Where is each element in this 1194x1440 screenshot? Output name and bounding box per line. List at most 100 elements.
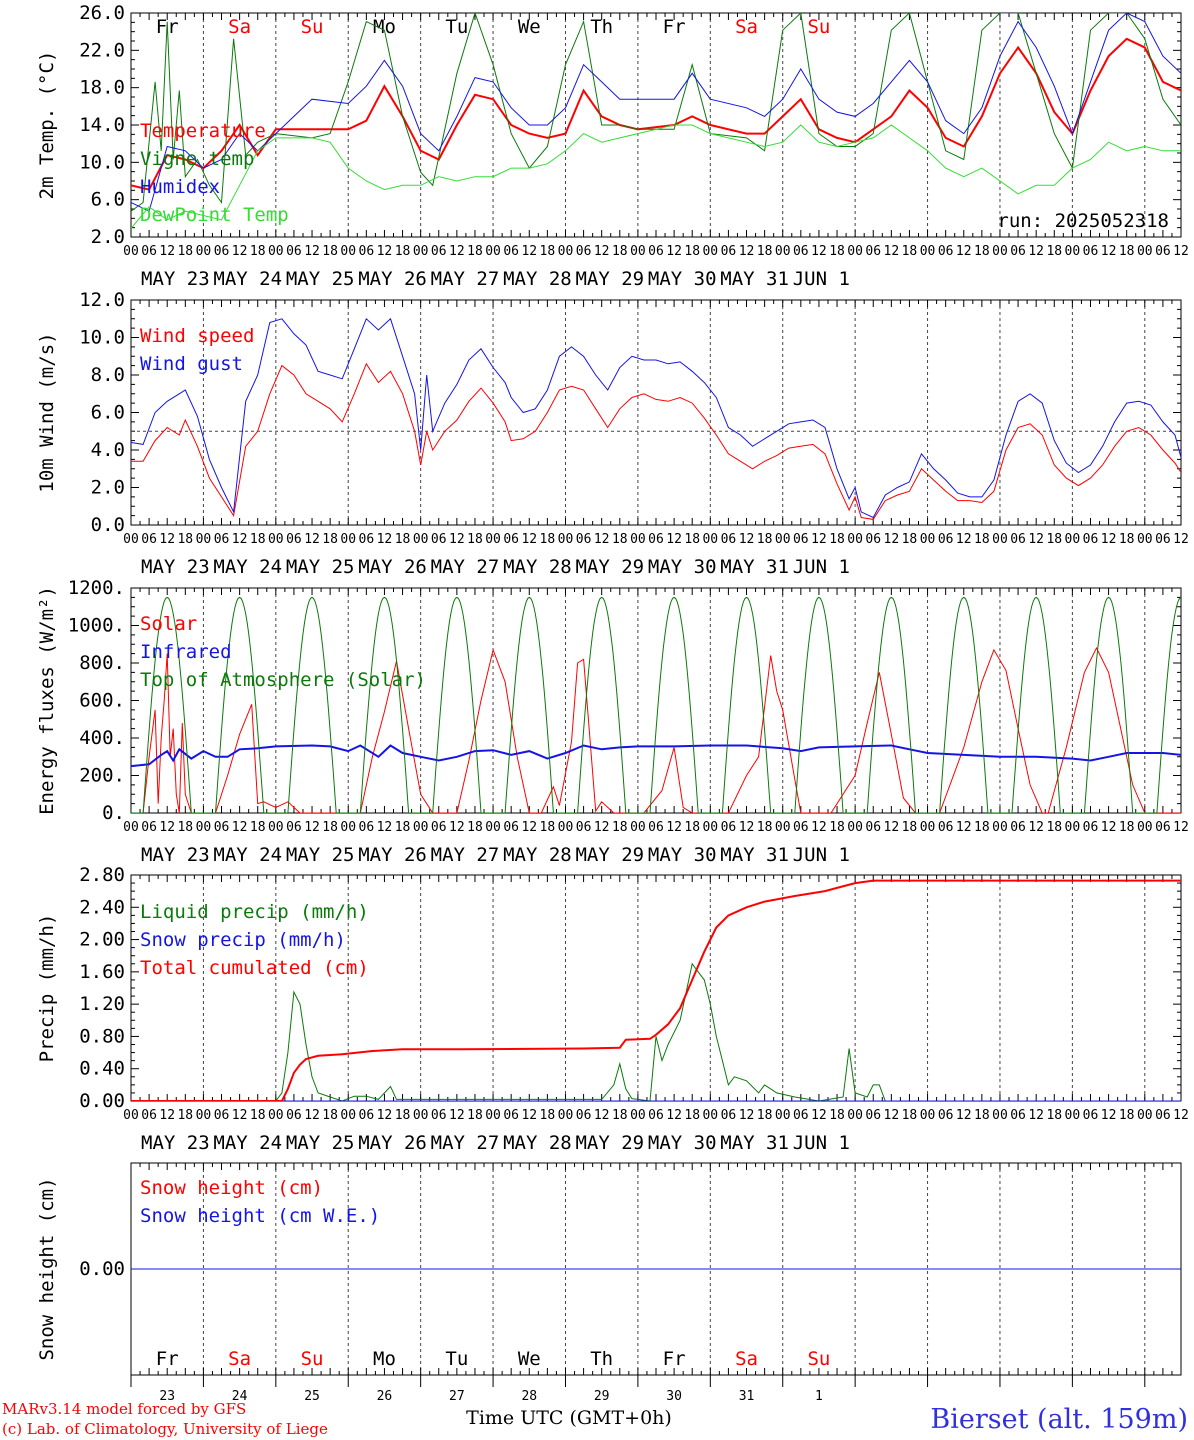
hour-label: 06	[793, 1108, 809, 1123]
hour-label: 18	[322, 820, 338, 835]
hour-label: 18	[1119, 1108, 1135, 1123]
run-annotation: run: 2025052318	[997, 210, 1169, 232]
hour-label: 12	[377, 820, 393, 835]
hour-label: 18	[684, 532, 700, 547]
y-tick-label: 200.	[79, 765, 125, 787]
hour-label: 00	[268, 1108, 284, 1123]
date-label: MAY 29	[575, 556, 644, 578]
hour-label: 12	[884, 532, 900, 547]
hour-label: 06	[214, 532, 230, 547]
hour-label: 18	[395, 1108, 411, 1123]
hour-label: 18	[974, 532, 990, 547]
hour-label: 06	[1010, 1108, 1026, 1123]
hour-label: 18	[250, 1108, 266, 1123]
y-tick-label: 0.0	[91, 514, 125, 536]
hour-label: 00	[413, 244, 429, 259]
date-label: MAY 23	[141, 844, 210, 866]
plot-frame	[130, 299, 1182, 526]
hour-label: 00	[196, 532, 212, 547]
hour-label: 18	[540, 820, 556, 835]
hour-label: 12	[521, 1108, 537, 1123]
hour-label: 00	[485, 532, 501, 547]
hour-label: 12	[159, 532, 175, 547]
legend-entry: Liquid precip (mm/h)	[140, 901, 369, 923]
hour-label: 18	[829, 532, 845, 547]
day-name: Sa	[228, 16, 251, 38]
hour-label: 12	[521, 820, 537, 835]
hour-label: 06	[286, 1108, 302, 1123]
model-credit: MARv3.14 model forced by GFS	[2, 1400, 246, 1418]
hour-label: 18	[902, 244, 918, 259]
legend-entry: Wind gust	[140, 353, 243, 375]
hour-label: 12	[1101, 1108, 1117, 1123]
hour-label: 00	[920, 1108, 936, 1123]
hour-label: 06	[576, 244, 592, 259]
series-liquid-precip-mm-h-	[131, 962, 1181, 1101]
hour-label: 06	[214, 244, 230, 259]
hour-label: 18	[395, 820, 411, 835]
hour-label: 12	[956, 244, 972, 259]
hour-label: 00	[340, 1108, 356, 1123]
series-total-cumulated-cm-	[131, 879, 1181, 1101]
day-number: 28	[521, 1389, 537, 1404]
hour-label: 12	[739, 532, 755, 547]
day-number: 29	[594, 1389, 610, 1404]
hour-label: 18	[757, 1108, 773, 1123]
hour-label: 12	[521, 244, 537, 259]
hour-label: 00	[558, 532, 574, 547]
date-label: MAY 31	[720, 844, 789, 866]
day-name: Fr	[663, 1348, 686, 1370]
hour-label: 06	[1083, 244, 1099, 259]
hour-label: 12	[811, 1108, 827, 1123]
hour-label: 12	[449, 820, 465, 835]
hour-label: 12	[1028, 1108, 1044, 1123]
day-name: Sa	[735, 1348, 758, 1370]
hour-label: 12	[1173, 1108, 1189, 1123]
date-label: MAY 24	[213, 844, 282, 866]
hour-label: 06	[359, 244, 375, 259]
hour-label: 00	[847, 244, 863, 259]
series-wind-speed	[131, 362, 1181, 520]
hour-label: 00	[920, 820, 936, 835]
hour-label: 18	[829, 820, 845, 835]
hour-label: 12	[232, 1108, 248, 1123]
date-label: JUN 1	[793, 844, 850, 866]
hour-label: 06	[141, 1108, 157, 1123]
date-label: MAY 28	[503, 1132, 572, 1154]
hour-label: 12	[159, 1108, 175, 1123]
y-tick-label: 22.0	[79, 39, 125, 61]
y-tick-label: 6.0	[91, 402, 125, 424]
lab-credit: (c) Lab. of Climatology, University of L…	[2, 1420, 328, 1438]
hour-label: 06	[865, 244, 881, 259]
hour-label: 00	[775, 244, 791, 259]
y-tick-label: 0.80	[79, 1025, 125, 1047]
y-tick-label: 0.00	[79, 1090, 125, 1112]
hour-label: 12	[377, 244, 393, 259]
hour-label: 06	[938, 1108, 954, 1123]
hour-label: 06	[1155, 244, 1171, 259]
hour-label: 06	[721, 244, 737, 259]
hour-label: 12	[377, 1108, 393, 1123]
hour-label: 12	[956, 1108, 972, 1123]
hour-label: 12	[1173, 532, 1189, 547]
hour-label: 18	[177, 820, 193, 835]
hour-label: 12	[1101, 820, 1117, 835]
series-infrared	[131, 744, 1181, 768]
hour-label: 18	[829, 1108, 845, 1123]
hour-label: 06	[648, 532, 664, 547]
hour-label: 06	[214, 820, 230, 835]
hour-label: 06	[648, 820, 664, 835]
day-name: Su	[807, 1348, 830, 1370]
hour-label: 00	[558, 244, 574, 259]
y-tick-label: 1.20	[79, 993, 125, 1015]
hour-label: 00	[992, 820, 1008, 835]
hour-label: 06	[359, 820, 375, 835]
y-axis-title: 2m Temp. (°C)	[36, 51, 58, 200]
hour-label: 18	[1119, 820, 1135, 835]
hour-label: 00	[558, 1108, 574, 1123]
footer: MARv3.14 model forced by GFS (c) Lab. of…	[2, 1400, 1188, 1438]
hour-label: 00	[1065, 820, 1081, 835]
hour-label: 18	[757, 820, 773, 835]
